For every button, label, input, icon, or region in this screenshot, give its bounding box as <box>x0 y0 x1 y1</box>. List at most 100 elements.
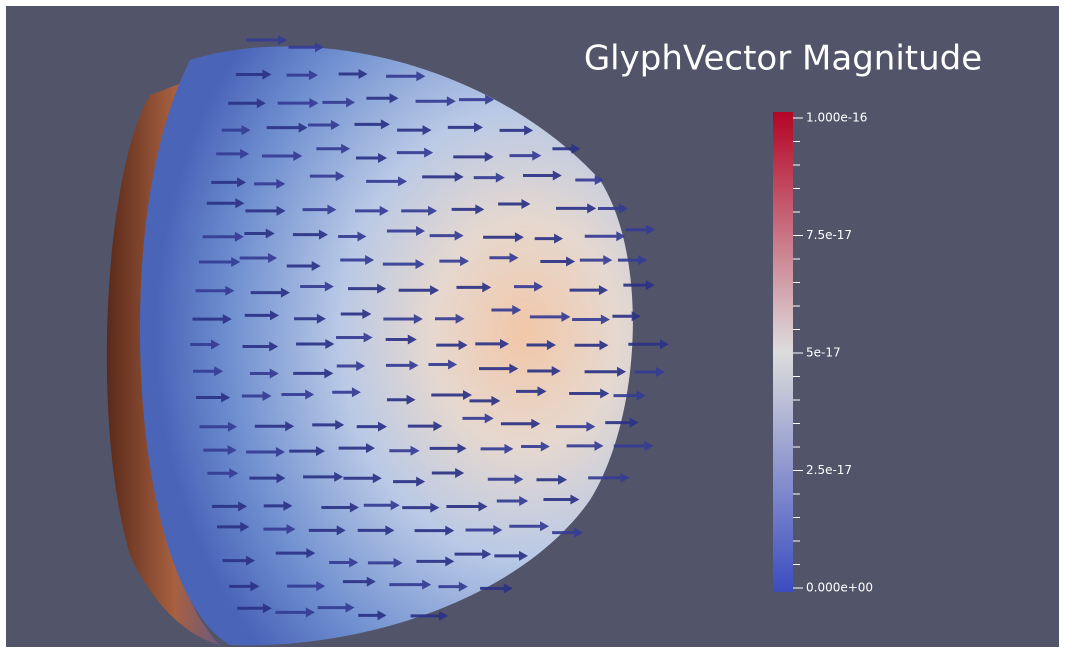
arrow-glyph <box>287 581 326 592</box>
arrow-glyph <box>366 176 408 187</box>
tick-label: 7.5e-17 <box>806 228 852 242</box>
arrow-glyph <box>396 147 434 158</box>
arrow-glyph <box>634 367 666 378</box>
tick-label: 5e-17 <box>806 346 841 360</box>
arrow-glyph <box>246 35 288 46</box>
arrow-glyph <box>454 549 492 560</box>
arrow-glyph <box>429 230 464 241</box>
arrow-glyph <box>254 421 295 432</box>
arrow-glyph <box>348 283 387 294</box>
arrow-glyph <box>228 98 266 109</box>
arrow-glyph <box>382 259 425 270</box>
arrow-glyph <box>321 502 359 513</box>
arrow-glyph <box>262 150 303 161</box>
arrow-glyph <box>253 178 286 189</box>
arrow-glyph <box>584 231 626 242</box>
arrow-glyph <box>536 474 568 485</box>
arrow-glyph <box>534 233 564 244</box>
arrow-glyph <box>355 152 388 163</box>
arrow-glyph <box>572 314 610 325</box>
arrow-glyph <box>401 205 438 216</box>
arrow-glyph <box>336 360 366 371</box>
arrow-glyph <box>509 150 542 161</box>
arrow-glyph <box>566 440 604 451</box>
arrow-glyph <box>428 359 458 370</box>
arrow-glyph <box>479 363 519 374</box>
arrow-glyph <box>312 419 345 430</box>
arrow-glyph <box>584 366 627 377</box>
arrow-glyph <box>410 610 448 621</box>
arrow-glyph <box>446 501 488 512</box>
arrow-glyph <box>579 255 613 266</box>
arrow-glyph <box>447 122 484 133</box>
arrow-glyph <box>569 285 608 296</box>
arrow-glyph <box>385 360 419 371</box>
arrow-glyph <box>475 338 510 349</box>
arrow-glyph <box>398 285 440 296</box>
arrow-glyph <box>242 341 279 352</box>
arrow-glyph <box>597 203 628 214</box>
arrow-glyph <box>386 71 426 82</box>
arrow-glyph <box>277 98 319 109</box>
arrow-glyph <box>245 205 286 216</box>
arrow-glyph <box>613 440 654 451</box>
arrow-glyph <box>244 228 275 239</box>
arrow-glyph <box>275 548 316 559</box>
arrow-glyph <box>543 494 580 505</box>
arrow-glyph <box>526 340 556 351</box>
arrow-glyph <box>383 313 423 324</box>
arrow-glyph <box>211 177 247 188</box>
arrow-glyphs <box>190 35 670 621</box>
arrow-glyph <box>623 280 655 291</box>
arrow-glyph <box>199 421 237 432</box>
arrow-glyph <box>555 203 597 214</box>
arrow-glyph <box>407 421 443 432</box>
arrow-glyph <box>422 171 464 182</box>
arrow-glyph <box>237 603 272 614</box>
arrow-glyph <box>458 94 495 105</box>
arrow-glyph <box>235 69 272 80</box>
arrow-glyph <box>569 388 610 399</box>
arrow-glyph <box>439 256 470 267</box>
arrow-glyph <box>605 417 639 428</box>
arrow-glyph <box>529 311 571 322</box>
arrow-glyph <box>302 204 337 215</box>
arrow-glyph <box>216 521 250 532</box>
arrow-glyph <box>451 204 485 215</box>
arrow-glyph <box>498 198 531 209</box>
arrow-glyph <box>465 525 503 536</box>
arrow-glyph <box>202 231 244 242</box>
arrow-glyph <box>332 387 361 398</box>
arrow-glyph <box>393 476 426 487</box>
arrow-glyph <box>556 421 596 432</box>
arrow-glyph <box>340 308 372 319</box>
arrow-glyph <box>462 413 494 424</box>
arrow-glyph <box>303 471 344 482</box>
arrow-glyph <box>494 550 529 561</box>
arrow-glyph <box>431 468 465 479</box>
arrow-glyph <box>292 229 328 240</box>
arrow-glyph <box>281 389 315 400</box>
arrow-glyph <box>296 339 335 350</box>
arrow-glyph <box>416 556 455 567</box>
arrow-glyph <box>336 332 373 343</box>
arrow-glyph <box>491 305 522 316</box>
arrow-glyph <box>438 581 468 592</box>
arrow-glyph <box>198 257 241 268</box>
arrow-glyph <box>521 441 550 452</box>
arrow-glyph <box>540 256 576 267</box>
object-rim <box>106 80 220 645</box>
arrow-glyph <box>196 392 231 403</box>
arrow-glyph <box>275 607 315 618</box>
arrow-glyph <box>357 525 395 536</box>
arrow-glyph <box>216 148 250 159</box>
arrow-glyph <box>317 602 355 613</box>
arrow-glyph <box>397 125 432 136</box>
arrow-glyph <box>192 366 224 377</box>
arrow-glyph <box>523 170 562 181</box>
arrow-glyph <box>207 468 239 479</box>
color-bar <box>773 112 793 592</box>
arrow-glyph <box>386 394 416 405</box>
arrow-glyph <box>473 172 505 183</box>
